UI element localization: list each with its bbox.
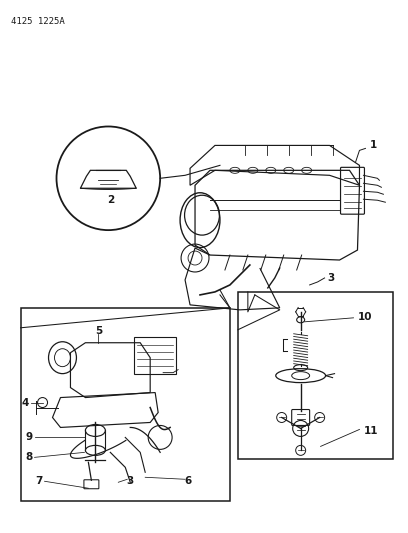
Text: 2: 2 xyxy=(107,195,114,205)
Text: 9: 9 xyxy=(25,432,32,442)
Text: 1: 1 xyxy=(369,140,377,150)
Text: 4: 4 xyxy=(22,398,29,408)
Text: 3: 3 xyxy=(126,477,134,486)
Text: 11: 11 xyxy=(364,426,379,437)
Text: 6: 6 xyxy=(184,477,192,486)
Text: 3: 3 xyxy=(328,273,335,283)
Text: 7: 7 xyxy=(35,477,42,486)
Bar xyxy=(238,292,393,459)
Text: 8: 8 xyxy=(25,453,32,462)
Text: 10: 10 xyxy=(358,312,373,322)
Text: 4125 1225A: 4125 1225A xyxy=(11,17,64,26)
Bar xyxy=(21,308,230,501)
Text: 5: 5 xyxy=(95,326,102,336)
